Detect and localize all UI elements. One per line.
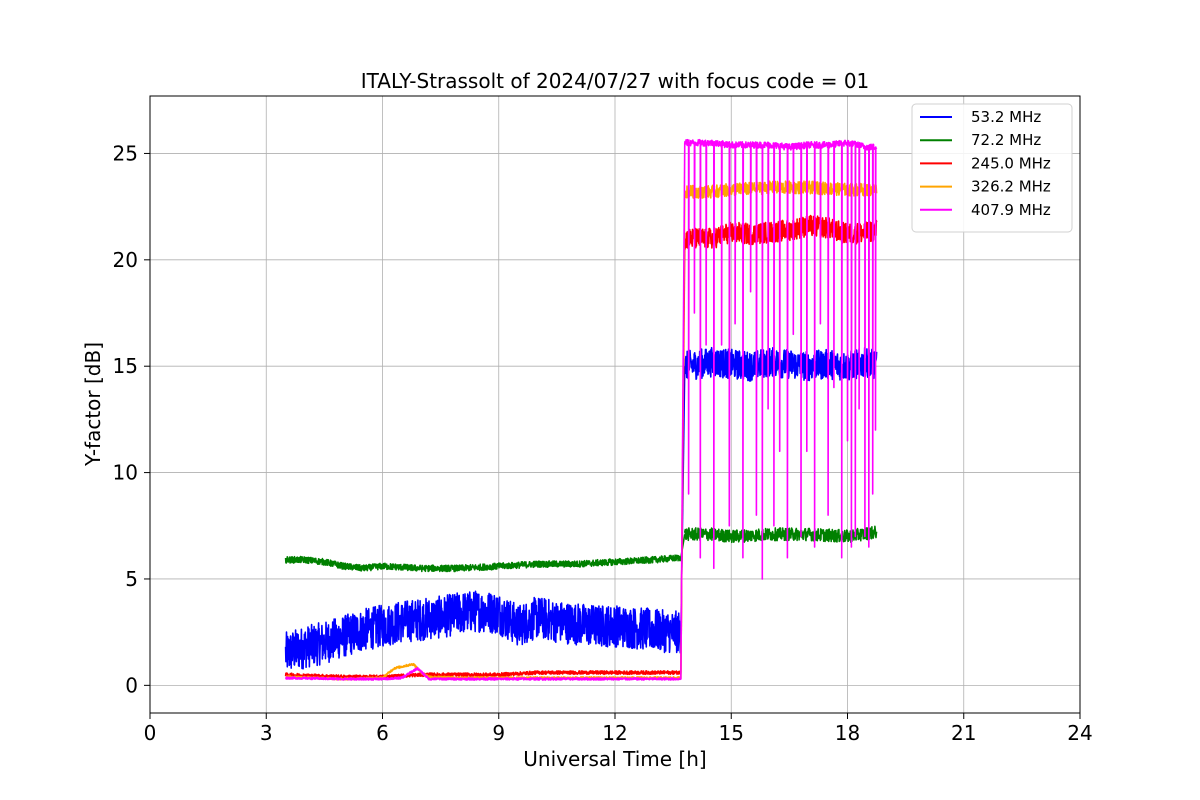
x-tick-label: 12 bbox=[602, 721, 627, 745]
x-axis-label: Universal Time [h] bbox=[523, 747, 706, 771]
y-axis-label: Y-factor [dB] bbox=[81, 342, 105, 467]
series-step bbox=[680, 142, 686, 679]
y-tick-label: 5 bbox=[125, 567, 138, 591]
y-tick-label: 10 bbox=[113, 461, 138, 485]
grid-lines bbox=[149, 96, 1081, 713]
legend: 53.2 MHz 72.2 MHz 245.0 MHz 326.2 MHz 407.9 … bbox=[911, 103, 1073, 233]
legend-label: 72.2 MHz bbox=[971, 131, 1041, 149]
legend-item: 53.2 MHz bbox=[920, 108, 1041, 126]
legend-item: 72.2 MHz bbox=[920, 131, 1041, 149]
x-tick-label: 21 bbox=[951, 721, 976, 745]
legend-label: 245.0 MHz bbox=[971, 154, 1051, 172]
x-tick-label: 6 bbox=[376, 721, 389, 745]
y-tick-label: 20 bbox=[113, 248, 138, 272]
plot-area bbox=[284, 138, 878, 681]
x-tick-label: 3 bbox=[260, 721, 273, 745]
series-path bbox=[684, 525, 878, 544]
x-tick-label: 0 bbox=[144, 721, 157, 745]
series-path bbox=[284, 554, 682, 573]
x-tick-label: 18 bbox=[835, 721, 860, 745]
x-tick-label: 9 bbox=[492, 721, 505, 745]
y-axis: 0 5 10 15 20 25 bbox=[113, 141, 150, 697]
series-path bbox=[284, 590, 682, 670]
legend-label: 326.2 MHz bbox=[971, 178, 1051, 196]
x-tick-label: 24 bbox=[1067, 721, 1092, 745]
series-path bbox=[284, 666, 682, 681]
legend-item: 326.2 MHz bbox=[920, 178, 1051, 196]
legend-box bbox=[911, 103, 1073, 233]
legend-item: 245.0 MHz bbox=[920, 154, 1051, 172]
y-tick-label: 25 bbox=[113, 141, 138, 165]
y-tick-label: 0 bbox=[125, 673, 138, 697]
y-tick-label: 15 bbox=[113, 354, 138, 378]
x-tick-label: 15 bbox=[719, 721, 744, 745]
series-line bbox=[284, 138, 878, 681]
series-path bbox=[284, 670, 682, 680]
series-line bbox=[284, 346, 878, 670]
series-path bbox=[684, 346, 878, 382]
legend-label: 407.9 MHz bbox=[971, 201, 1051, 219]
chart-title: ITALY-Strassolt of 2024/07/27 with focus… bbox=[361, 69, 870, 93]
legend-label: 53.2 MHz bbox=[971, 108, 1041, 126]
series-path bbox=[684, 138, 878, 580]
series-line bbox=[284, 525, 878, 573]
legend-item: 407.9 MHz bbox=[920, 201, 1051, 219]
x-axis: 0 3 6 9 12 15 18 21 24 bbox=[144, 713, 1093, 745]
